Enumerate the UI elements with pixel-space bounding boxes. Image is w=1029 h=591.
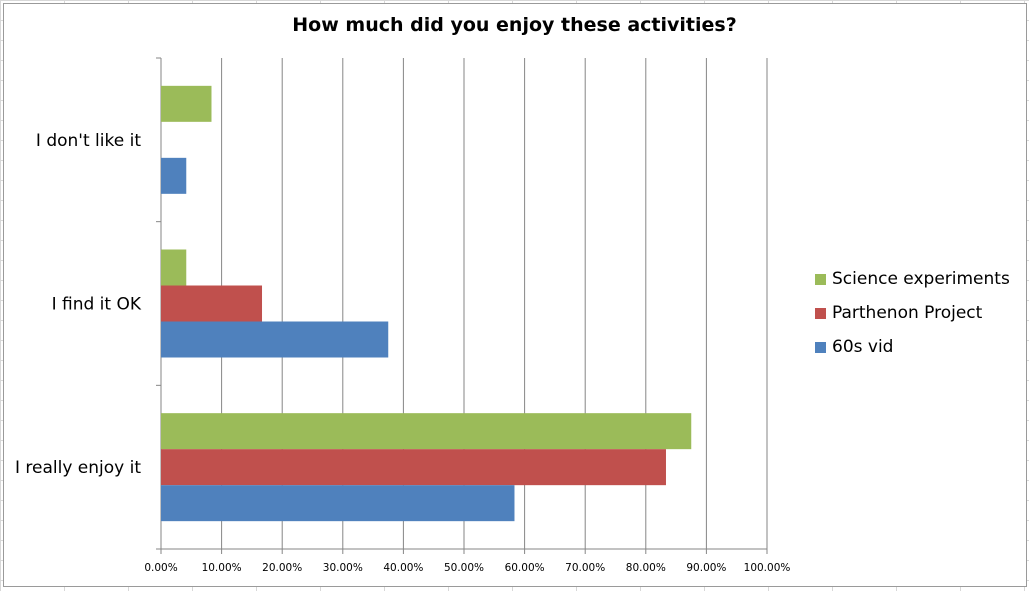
bar-science-experiments — [161, 413, 692, 450]
x-tick-label: 20.00% — [262, 562, 302, 574]
chart-title: How much did you enjoy these activities? — [292, 14, 737, 36]
x-tick-label: 50.00% — [444, 562, 484, 574]
legend-label: Science experiments — [832, 269, 1010, 289]
bar-science-experiments — [161, 85, 212, 122]
x-tick-label: 30.00% — [323, 562, 363, 574]
x-tick-label: 40.00% — [383, 562, 423, 574]
bar-parthenon-project — [161, 285, 263, 322]
bar-60s-vid — [161, 321, 389, 358]
legend-swatch — [815, 273, 826, 285]
legend-label: 60s vid — [832, 337, 894, 357]
x-tick-label: 10.00% — [202, 562, 242, 574]
bar-60s-vid — [161, 157, 187, 194]
bar-science-experiments — [161, 249, 187, 286]
bar-parthenon-project — [161, 449, 666, 486]
x-tick-label: 70.00% — [565, 562, 605, 574]
legend-swatch — [815, 341, 826, 353]
legend-item-parthenon: Parthenon Project — [815, 303, 982, 323]
bar-60s-vid — [161, 485, 515, 522]
category-label: I don't like it — [36, 131, 141, 151]
x-tick-label: 60.00% — [505, 562, 545, 574]
x-tick-label: 90.00% — [686, 562, 726, 574]
category-label: I find it OK — [52, 295, 142, 315]
legend-label: Parthenon Project — [832, 303, 983, 323]
x-tick-label: 80.00% — [626, 562, 666, 574]
x-tick-label: 0.00% — [144, 562, 177, 574]
category-label: I really enjoy it — [15, 458, 141, 478]
legend-item-60s-vid: 60s vid — [815, 337, 893, 357]
x-tick-label: 100.00% — [744, 562, 791, 574]
legend-item-science: Science experiments — [815, 269, 1010, 289]
legend-swatch — [815, 307, 826, 319]
